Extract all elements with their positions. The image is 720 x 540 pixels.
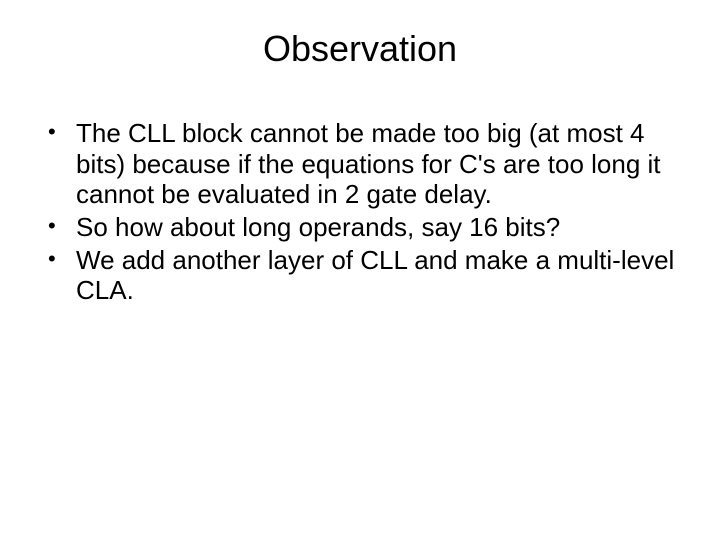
list-item: We add another layer of CLL and make a m… xyxy=(48,245,690,306)
slide-title: Observation xyxy=(30,28,690,70)
list-item: The CLL block cannot be made too big (at… xyxy=(48,118,690,210)
list-item: So how about long operands, say 16 bits? xyxy=(48,212,690,243)
slide: Observation The CLL block cannot be made… xyxy=(0,0,720,540)
bullet-list: The CLL block cannot be made too big (at… xyxy=(30,118,690,306)
